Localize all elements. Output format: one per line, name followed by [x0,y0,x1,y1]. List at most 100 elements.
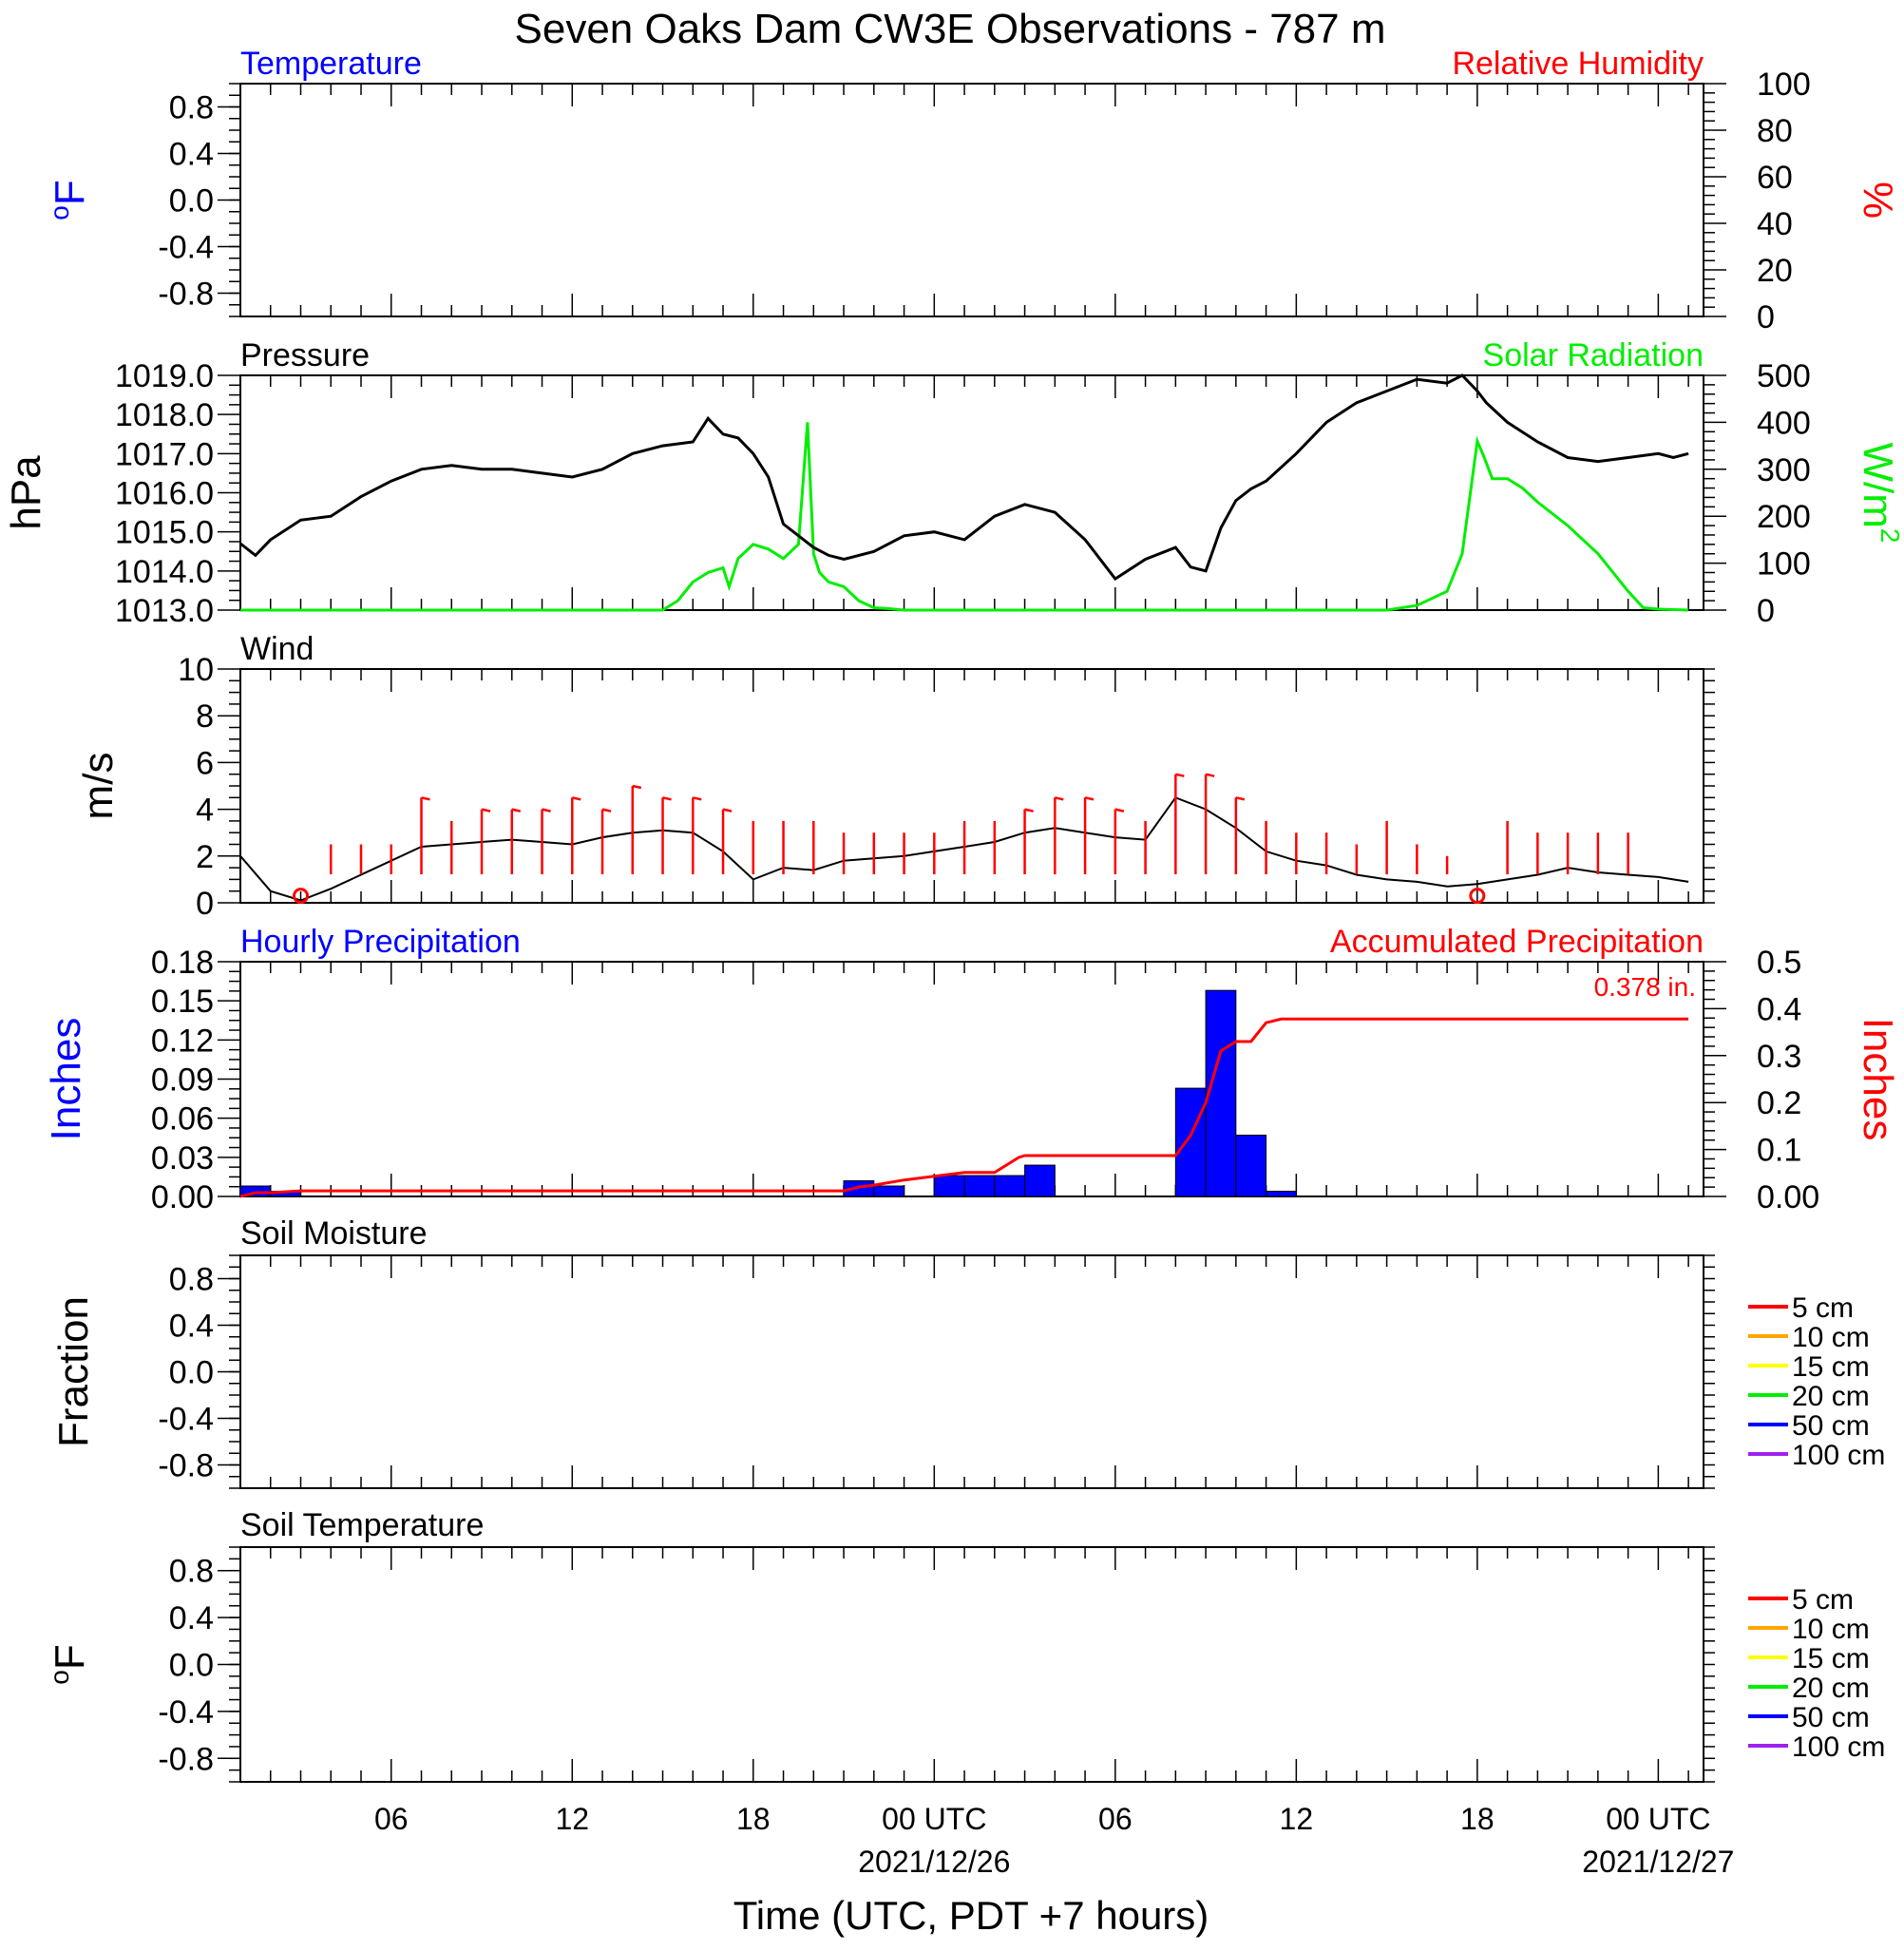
legend-label: 20 cm [1792,1381,1870,1412]
y-tick-label: 1017.0 [115,436,214,472]
y2-unit-solar-text: W/m2 [1855,443,1904,544]
wind-calm-marker [293,888,310,905]
y-tick-label: 0.0 [169,183,214,220]
y-tick-label: 1013.0 [115,593,214,629]
unit-sq: 2 [1875,528,1904,544]
x-tick-label: 12 [555,1802,589,1836]
y2-tick-label: 200 [1757,499,1811,535]
unit-F: F [47,180,93,205]
wind-barb-flag [1055,796,1064,801]
y-unit-pressure: hPa [3,455,49,530]
y2-tick-label: 500 [1757,358,1811,394]
y-tick-label: 0.03 [151,1140,214,1176]
y-tick-label: -0.8 [158,1741,214,1777]
wind-barb-flag [722,808,733,813]
y-tick-label: 6 [196,745,214,781]
y-unit-wind-text: m/s [75,753,122,820]
y-tick-label: 1019.0 [115,358,214,394]
panel-title-soil-temperature: Soil Temperature [240,1507,484,1543]
y2-tick-label: 80 [1757,113,1793,149]
accum-precip-line [239,1017,1689,1198]
legend-label: 15 cm [1792,1351,1870,1383]
x-axis-label: Time (UTC, PDT +7 hours) [733,1893,1209,1938]
unit-degree: o [45,205,74,220]
y2-tick-label: 0.2 [1757,1085,1801,1121]
legend-label: 10 cm [1792,1322,1870,1353]
y-tick-label: 10 [178,652,214,688]
wind-barb-flag [1114,808,1125,813]
precip-bar [873,1185,905,1197]
wind-barb-flag [693,796,702,801]
precip-bar [963,1175,996,1197]
legend-label: 10 cm [1792,1614,1870,1645]
legend-label: 100 cm [1792,1731,1885,1763]
wind-barb-flag [1205,773,1215,777]
y-unit-soil-moisture: Fraction [50,1296,97,1447]
panel-title-hourly-precip: Hourly Precipitation [240,924,521,960]
y-tick-label: 0.8 [169,1554,214,1590]
y2-tick-label: 0.3 [1757,1039,1801,1075]
precip-bar [1024,1164,1056,1197]
y2-tick-label: 0.00 [1757,1179,1819,1215]
y-unit-hourly-precip: Inches [43,1018,89,1141]
wind-barb-flag [662,796,672,801]
y-tick-label: 0.12 [151,1023,214,1059]
precip-bar [933,1175,965,1197]
legend-label: 100 cm [1792,1440,1885,1471]
wind-barb-flag [1175,773,1185,777]
y2-tick-label: 0.4 [1757,991,1801,1027]
x-tick-sublabel: 2021/12/27 [1582,1845,1734,1879]
y-tick-label: -0.8 [158,277,214,313]
wind-barb-flag [511,808,522,813]
y2-tick-label: 0 [1757,299,1775,335]
wind-calm-marker [1469,888,1486,905]
y-tick-label: 0.06 [151,1101,214,1138]
y2-unit-accum-precip: Inches [1855,1018,1901,1141]
y2-unit-humidity-text: % [1855,182,1901,219]
chart-title: Seven Oaks Dam CW3E Observations - 787 m [515,6,1386,52]
y-tick-label: 0.8 [169,90,214,126]
y-tick-label: 0.18 [151,945,214,981]
y-tick-label: 0.8 [169,1262,214,1298]
panel-title-humidity: Relative Humidity [1452,46,1704,82]
wind-barb-flag [1024,808,1034,813]
precip-bar [1205,989,1237,1197]
x-tick-label: 00 UTC [882,1802,986,1836]
y-unit-soil-temperature: oF [45,1644,93,1684]
y-tick-label: 0.4 [169,1600,214,1636]
wind-barb-flag [632,784,642,790]
precip-bar [994,1175,1026,1197]
y-tick-label: 0.00 [151,1179,214,1215]
x-tick-label: 18 [736,1802,771,1836]
legend-label: 15 cm [1792,1643,1870,1674]
pressure-line [239,373,1689,582]
y-unit-temperature: oF [45,180,93,220]
x-tick-sublabel: 2021/12/26 [858,1845,1010,1879]
y-tick-label: -0.4 [158,1402,214,1438]
y-unit-hourly-precip-text: Inches [43,1018,89,1141]
x-tick-label: 12 [1280,1802,1314,1836]
x-tick-label: 06 [374,1802,409,1836]
panel-title-soil-moisture: Soil Moisture [240,1215,428,1252]
y-unit-soil-temperature-text: oF [45,1644,93,1684]
legend-label: 5 cm [1792,1292,1854,1324]
y2-tick-label: 20 [1757,253,1793,289]
y-tick-label: -0.4 [158,1694,214,1731]
y2-tick-label: 300 [1757,452,1811,488]
precip-bar [1266,1191,1297,1197]
y2-unit-humidity: % [1855,182,1901,219]
y-tick-label: 0 [196,886,214,922]
y2-tick-label: 40 [1757,206,1793,242]
y2-tick-label: 60 [1757,160,1793,196]
wind-barb-flag [481,808,491,813]
y-unit-soil-moisture-text: Fraction [50,1296,97,1447]
panel-title-solar: Solar Radiation [1483,337,1704,373]
y-tick-label: 4 [196,793,214,829]
y-tick-label: 0.15 [151,984,214,1020]
precip-bar [1235,1135,1267,1197]
y-tick-label: 8 [196,698,214,735]
y-tick-label: 1014.0 [115,554,214,590]
y-unit-temperature-text: oF [45,180,93,220]
unit-wm: W/m [1855,443,1901,528]
